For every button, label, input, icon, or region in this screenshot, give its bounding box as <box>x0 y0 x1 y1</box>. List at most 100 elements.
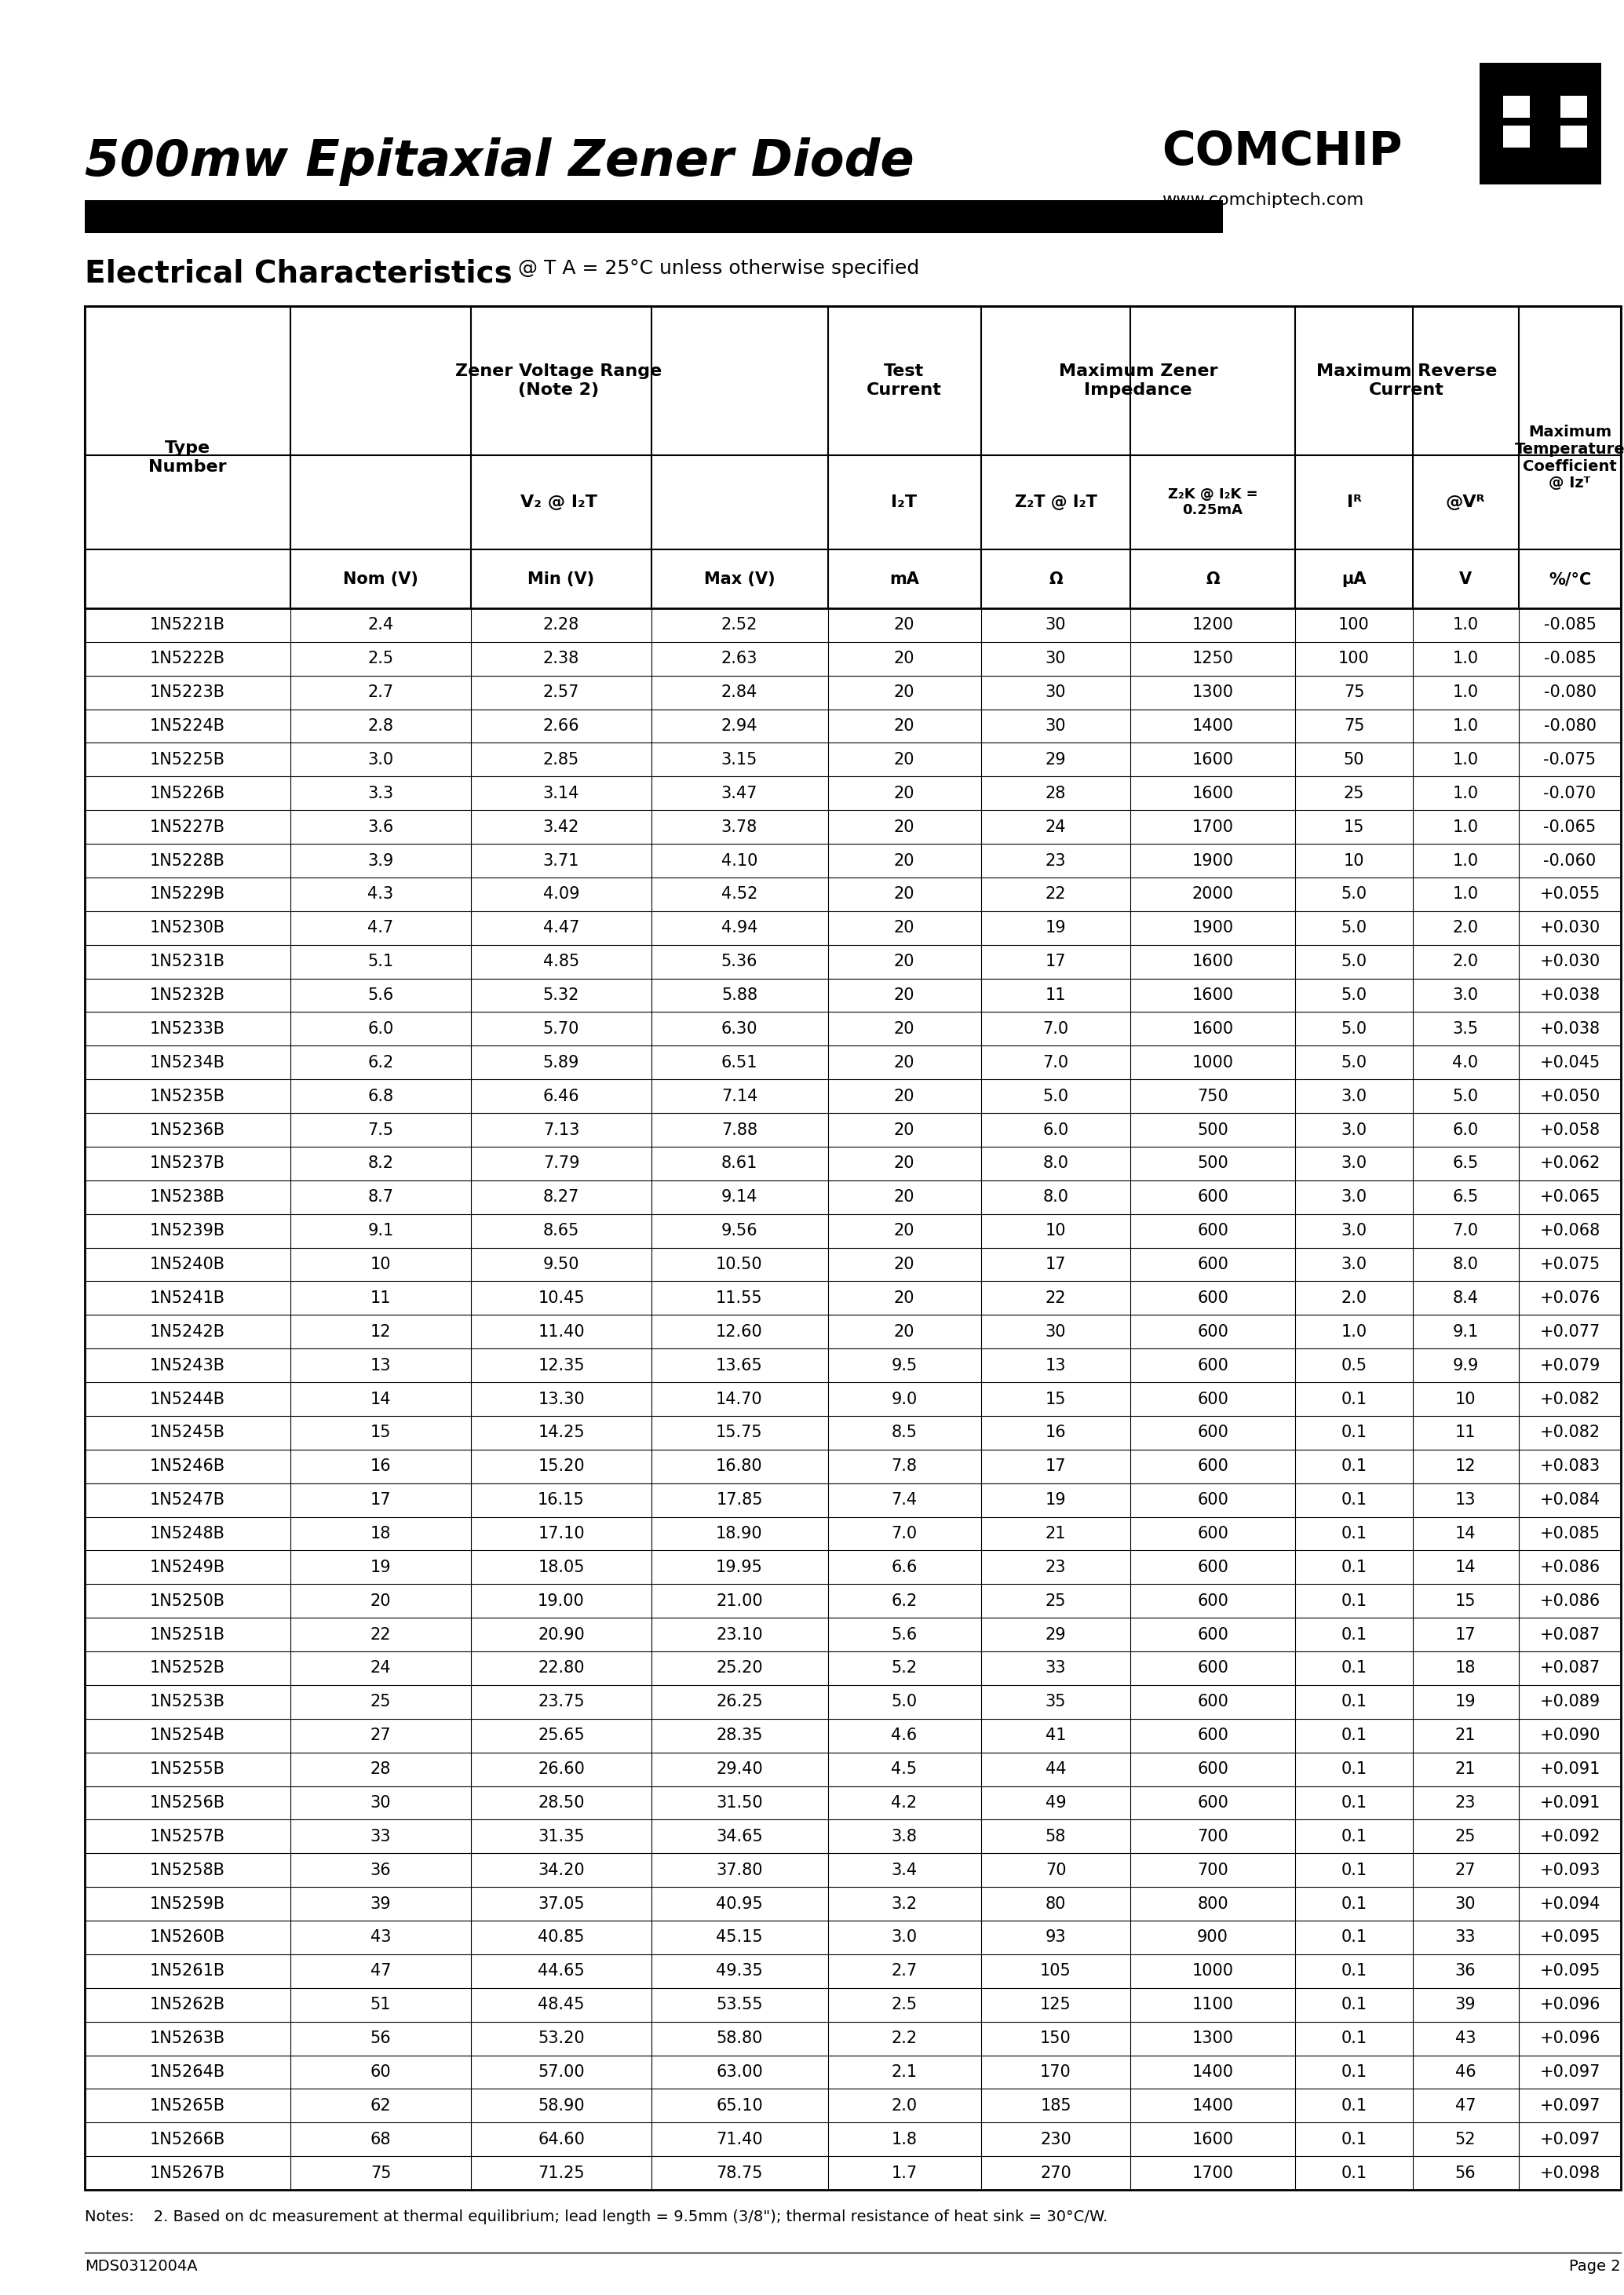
Text: μA: μA <box>1341 571 1366 588</box>
Text: 75: 75 <box>370 2164 391 2180</box>
Text: 6.0: 6.0 <box>1452 1122 1478 1138</box>
Text: 3.71: 3.71 <box>542 854 580 868</box>
Text: 17.10: 17.10 <box>538 1526 585 1542</box>
Text: Maximum Reverse
Current: Maximum Reverse Current <box>1315 363 1497 397</box>
Text: 6.30: 6.30 <box>721 1021 758 1037</box>
Text: 1N5252B: 1N5252B <box>149 1659 226 1675</box>
Text: 17.85: 17.85 <box>716 1492 763 1508</box>
Text: 600: 600 <box>1197 1694 1228 1710</box>
Text: 10: 10 <box>1046 1223 1065 1239</box>
Text: 20: 20 <box>893 1056 914 1069</box>
Text: Ω: Ω <box>1205 571 1220 588</box>
Text: 20: 20 <box>893 1324 914 1340</box>
Text: 10: 10 <box>1343 854 1364 868</box>
Text: 2.52: 2.52 <box>721 617 757 633</box>
Text: 3.0: 3.0 <box>892 1930 918 1946</box>
Text: 2.7: 2.7 <box>367 684 393 700</box>
Text: 9.5: 9.5 <box>892 1359 918 1372</box>
Text: 6.5: 6.5 <box>1452 1189 1478 1205</box>
Text: 60: 60 <box>370 2063 391 2079</box>
Text: MDS0312004A: MDS0312004A <box>84 2258 198 2274</box>
Text: +0.030: +0.030 <box>1540 955 1600 968</box>
Text: 1N5259B: 1N5259B <box>149 1896 226 1912</box>
Text: 0.1: 0.1 <box>1341 1896 1367 1912</box>
Text: +0.077: +0.077 <box>1540 1324 1600 1340</box>
Text: 3.4: 3.4 <box>892 1861 918 1877</box>
Text: 5.0: 5.0 <box>1341 1021 1367 1037</box>
Text: 75: 75 <box>1343 684 1364 700</box>
Text: 1N5262B: 1N5262B <box>149 1997 226 2013</box>
Text: 1600: 1600 <box>1192 955 1234 968</box>
Text: 1700: 1700 <box>1192 2164 1234 2180</box>
Text: 16.80: 16.80 <box>716 1460 763 1473</box>
Text: 1N5257B: 1N5257B <box>149 1829 226 1845</box>
Text: Ω: Ω <box>1049 571 1062 588</box>
Text: 18: 18 <box>370 1526 391 1542</box>
Text: 600: 600 <box>1197 1627 1228 1643</box>
Text: 1N5241B: 1N5241B <box>149 1290 226 1306</box>
Text: 2.28: 2.28 <box>542 617 580 633</box>
Text: 9.14: 9.14 <box>721 1189 758 1205</box>
Text: 3.5: 3.5 <box>1452 1021 1478 1037</box>
Text: +0.050: +0.050 <box>1540 1088 1600 1104</box>
Text: Nom (V): Nom (V) <box>343 571 419 588</box>
Text: 2.4: 2.4 <box>367 617 393 633</box>
Text: +0.096: +0.096 <box>1540 1997 1600 2013</box>
Text: 4.52: 4.52 <box>721 886 757 902</box>
Text: 1N5246B: 1N5246B <box>149 1460 226 1473</box>
Text: 5.6: 5.6 <box>367 987 393 1003</box>
Text: 1600: 1600 <box>1192 2132 1234 2148</box>
Text: 1300: 1300 <box>1192 684 1234 700</box>
Text: 40.85: 40.85 <box>538 1930 585 1946</box>
Text: 1.0: 1.0 <box>1452 854 1478 868</box>
Text: 4.47: 4.47 <box>542 920 580 936</box>
Text: 29.40: 29.40 <box>716 1760 763 1776</box>
Text: -0.080: -0.080 <box>1543 718 1596 734</box>
Text: 20: 20 <box>893 652 914 666</box>
Text: 29: 29 <box>1046 753 1067 767</box>
Text: 15: 15 <box>1343 819 1364 835</box>
Text: 1.0: 1.0 <box>1452 753 1478 767</box>
Text: 20: 20 <box>893 1088 914 1104</box>
Text: 36: 36 <box>1455 1962 1476 1978</box>
Text: 16.15: 16.15 <box>538 1492 585 1508</box>
Text: 600: 600 <box>1197 1728 1228 1744</box>
Text: 4.94: 4.94 <box>721 920 758 936</box>
Text: 3.0: 3.0 <box>1341 1258 1367 1271</box>
Text: +0.093: +0.093 <box>1540 1861 1600 1877</box>
Text: +0.085: +0.085 <box>1540 1526 1600 1542</box>
Text: 1N5232B: 1N5232B <box>149 987 226 1003</box>
Text: 600: 600 <box>1197 1223 1228 1239</box>
Text: 700: 700 <box>1197 1861 1228 1877</box>
Text: 1.0: 1.0 <box>1452 652 1478 666</box>
Text: 25: 25 <box>1046 1593 1065 1609</box>
Text: 20: 20 <box>893 684 914 700</box>
Text: 6.6: 6.6 <box>892 1561 918 1574</box>
Text: 31.35: 31.35 <box>538 1829 585 1845</box>
Text: 4.10: 4.10 <box>721 854 757 868</box>
Text: 18.05: 18.05 <box>538 1561 585 1574</box>
Text: 1400: 1400 <box>1192 718 1234 734</box>
Text: 14: 14 <box>1455 1526 1476 1542</box>
Text: 62: 62 <box>370 2098 391 2114</box>
Text: 6.0: 6.0 <box>367 1021 393 1037</box>
Text: 1N5265B: 1N5265B <box>149 2098 226 2114</box>
Text: 27: 27 <box>1455 1861 1476 1877</box>
Text: 600: 600 <box>1197 1593 1228 1609</box>
Text: 1N5245B: 1N5245B <box>149 1425 226 1441</box>
Text: 25.65: 25.65 <box>538 1728 585 1744</box>
Text: 1N5267B: 1N5267B <box>149 2164 226 2180</box>
Text: 5.89: 5.89 <box>542 1056 580 1069</box>
Text: 0.1: 0.1 <box>1341 1425 1367 1441</box>
Text: 1N5243B: 1N5243B <box>149 1359 226 1372</box>
Text: 8.0: 8.0 <box>1043 1157 1069 1170</box>
Text: -0.080: -0.080 <box>1543 684 1596 700</box>
Text: 600: 600 <box>1197 1290 1228 1306</box>
Text: 41: 41 <box>1046 1728 1065 1744</box>
Text: 30: 30 <box>1046 1324 1065 1340</box>
Text: 7.88: 7.88 <box>721 1122 757 1138</box>
Text: 34.65: 34.65 <box>716 1829 763 1845</box>
Text: 600: 600 <box>1197 1359 1228 1372</box>
Text: 125: 125 <box>1039 1997 1072 2013</box>
Text: 15.20: 15.20 <box>538 1460 585 1473</box>
